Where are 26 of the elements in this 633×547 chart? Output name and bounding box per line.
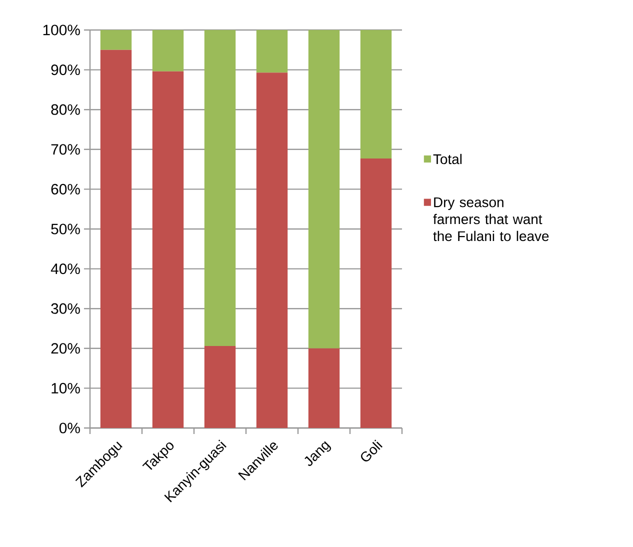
y-tick-label: 60% (51, 184, 80, 194)
bar (204, 346, 236, 428)
y-tick-label: 10% (52, 382, 80, 394)
bar (360, 158, 392, 428)
legend-label: Dry season farmers that want the Fulani to leave (433, 197, 549, 242)
bar (152, 71, 184, 428)
bar (308, 30, 340, 348)
y-tick-label: 50% (51, 224, 80, 234)
bar (360, 30, 392, 159)
y-tick-label: 70% (51, 144, 80, 155)
bar (204, 30, 236, 346)
y-tick-label: 100% (43, 24, 80, 36)
y-tick-label: 0% (59, 422, 80, 434)
legend-label: Total (433, 154, 462, 164)
y-tick-label: 20% (51, 343, 80, 354)
bar (100, 50, 132, 428)
y-tick-label: 90% (51, 64, 80, 76)
bar (100, 30, 132, 50)
y-tick-label: 30% (51, 303, 80, 314)
x-tick-label: Goli (361, 440, 382, 462)
bar (308, 348, 340, 428)
y-tick-label: 80% (51, 104, 80, 115)
y-tick-label: 40% (50, 264, 80, 274)
bar (152, 30, 184, 72)
bar (256, 30, 288, 73)
bar (256, 72, 288, 428)
